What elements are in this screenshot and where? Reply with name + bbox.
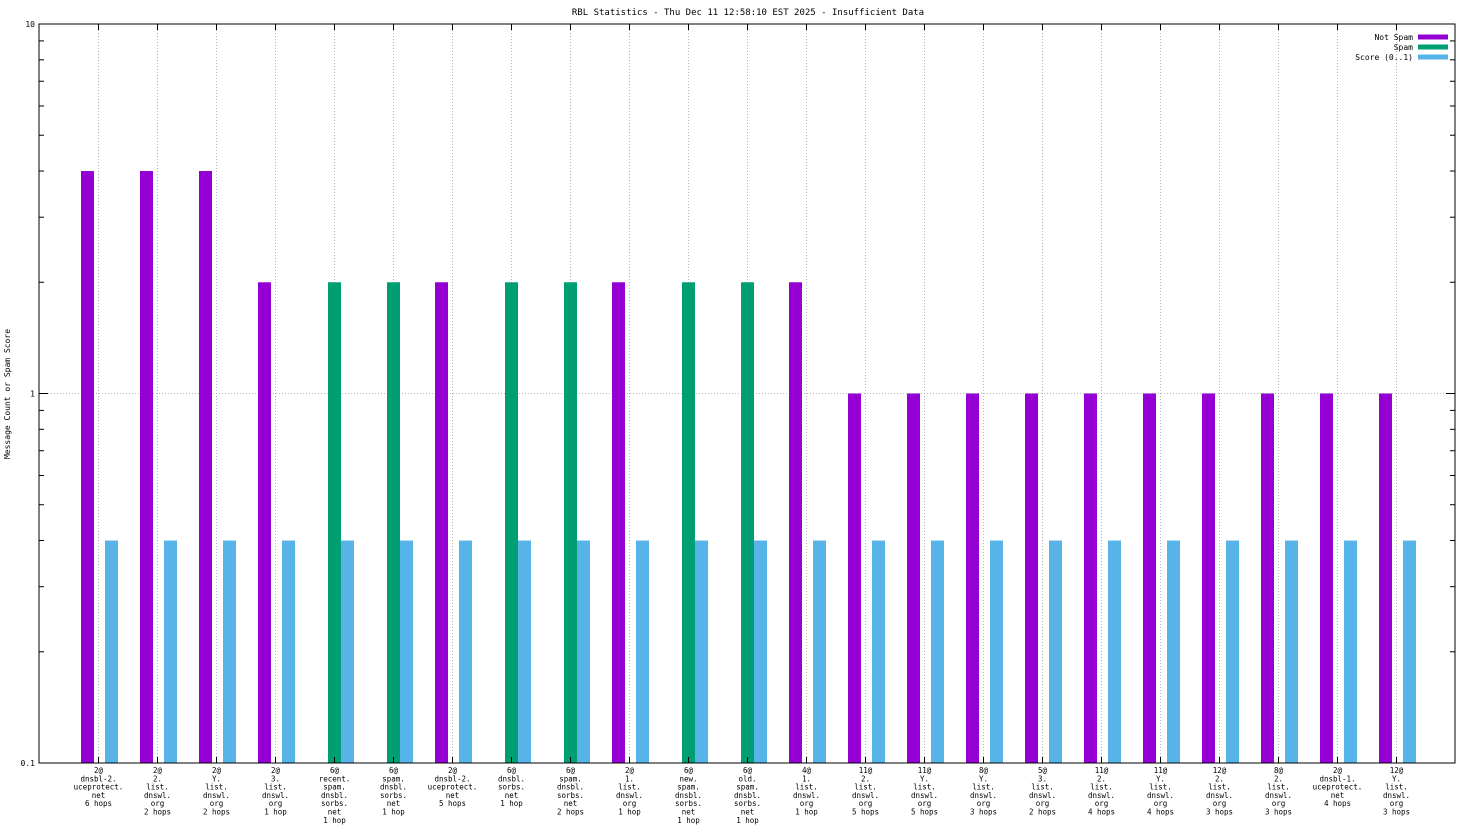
spam-bar xyxy=(682,282,695,763)
spam-bar xyxy=(505,282,518,763)
score-bar xyxy=(1108,540,1121,763)
x-tick-label: 2@ dnsbl-2. uceprotect. net 5 hops xyxy=(428,766,478,808)
score-bar xyxy=(990,540,1003,763)
score-bar xyxy=(695,540,708,763)
x-tick-label: 8@ 2. list. dnswl. org 3 hops xyxy=(1265,766,1292,817)
legend-swatch xyxy=(1418,34,1448,40)
not-spam-bar xyxy=(1261,393,1274,763)
legend-label: Spam xyxy=(1394,43,1413,52)
x-tick-label: 2@ 1. list. dnswl. org 1 hop xyxy=(616,766,643,817)
score-bar xyxy=(931,540,944,763)
bars xyxy=(81,171,1416,764)
score-bar xyxy=(813,540,826,763)
score-bar xyxy=(164,540,177,763)
score-bar xyxy=(223,540,236,763)
x-tick-label: 11@ 2. list. dnswl. org 4 hops xyxy=(1088,766,1115,817)
x-tick-label: 6@ new. spam. dnsbl. sorbs. net 1 hop xyxy=(675,766,702,825)
x-tick-label: 12@ Y. list. dnswl. org 3 hops xyxy=(1383,766,1410,817)
score-bar xyxy=(754,540,767,763)
not-spam-bar xyxy=(1025,393,1038,763)
x-tick-label: 2@ Y. list. dnswl. org 2 hops xyxy=(203,766,230,817)
spam-bar xyxy=(387,282,400,763)
x-tick-label: 6@ spam. dnsbl. sorbs. net 2 hops xyxy=(557,766,584,817)
x-tick-label: 2@ 3. list. dnswl. org 1 hop xyxy=(262,766,289,817)
x-tick-label: 5@ 3. list. dnswl. org 2 hops xyxy=(1029,766,1056,817)
not-spam-bar xyxy=(907,393,920,763)
y-axis-label: Message Count or Spam Score xyxy=(3,329,12,459)
x-tick-label: 11@ Y. list. dnswl. org 5 hops xyxy=(911,766,938,817)
x-tick-label: 2@ dnsbl-1. uceprotect. net 4 hops xyxy=(1313,766,1363,808)
score-bar xyxy=(1167,540,1180,763)
x-tick-label: 12@ 2. list. dnswl. org 3 hops xyxy=(1206,766,1233,817)
x-tick-label: 4@ 1. list. dnswl. org 1 hop xyxy=(793,766,820,817)
y-tick-label: 1 xyxy=(30,390,35,399)
score-bar xyxy=(1049,540,1062,763)
not-spam-bar xyxy=(1202,393,1215,763)
score-bar xyxy=(577,540,590,763)
y-ticks: 0.1 1 10 xyxy=(21,20,1455,768)
x-tick-label: 6@ dnsbl. sorbs. net 1 hop xyxy=(498,766,525,808)
x-tick-label: 11@ Y. list. dnswl. org 4 hops xyxy=(1147,766,1174,817)
score-bar xyxy=(636,540,649,763)
not-spam-bar xyxy=(140,171,153,764)
x-tick-label: 2@ 2. list. dnswl. org 2 hops xyxy=(144,766,171,817)
not-spam-bar xyxy=(1084,393,1097,763)
not-spam-bar xyxy=(81,171,94,764)
x-tick-label: 6@ spam. dnsbl. sorbs. net 1 hop xyxy=(380,766,407,817)
spam-bar xyxy=(741,282,754,763)
score-bar xyxy=(400,540,413,763)
not-spam-bar xyxy=(1143,393,1156,763)
x-tick-label: 6@ recent. spam. dnsbl. sorbs. net 1 hop xyxy=(319,766,351,825)
not-spam-bar xyxy=(1320,393,1333,763)
not-spam-bar xyxy=(258,282,271,763)
legend-swatch xyxy=(1418,44,1448,50)
x-tick-labels: 2@ dnsbl-2. uceprotect. net 6 hops 2@ 2. list. d… xyxy=(74,766,1410,825)
not-spam-bar xyxy=(1379,393,1392,763)
score-bar xyxy=(1285,540,1298,763)
spam-bar xyxy=(564,282,577,763)
chart-title: RBL Statistics - Thu Dec 11 12:58:10 EST… xyxy=(572,8,924,18)
legend-label: Not Spam xyxy=(1374,33,1413,42)
not-spam-bar xyxy=(435,282,448,763)
x-tick-label: 6@ old. spam. dnsbl. sorbs. net 1 hop xyxy=(734,766,761,825)
score-bar xyxy=(518,540,531,763)
score-bar xyxy=(105,540,118,763)
legend-swatch xyxy=(1418,54,1448,60)
legend-label: Score (0..1) xyxy=(1355,53,1413,62)
x-tick-label: 11@ 2. list. dnswl. org 5 hops xyxy=(852,766,879,817)
x-tick-label: 2@ dnsbl-2. uceprotect. net 6 hops xyxy=(74,766,124,808)
score-bar xyxy=(282,540,295,763)
not-spam-bar xyxy=(966,393,979,763)
x-tick-label: 8@ Y. list. dnswl. org 3 hops xyxy=(970,766,997,817)
not-spam-bar xyxy=(848,393,861,763)
score-bar xyxy=(872,540,885,763)
score-bar xyxy=(1344,540,1357,763)
score-bar xyxy=(459,540,472,763)
y-tick-label: 0.1 xyxy=(21,759,36,768)
y-tick-label: 10 xyxy=(25,20,35,29)
spam-bar xyxy=(328,282,341,763)
score-bar xyxy=(1226,540,1239,763)
not-spam-bar xyxy=(199,171,212,764)
score-bar xyxy=(341,540,354,763)
score-bar xyxy=(1403,540,1416,763)
not-spam-bar xyxy=(789,282,802,763)
not-spam-bar xyxy=(612,282,625,763)
